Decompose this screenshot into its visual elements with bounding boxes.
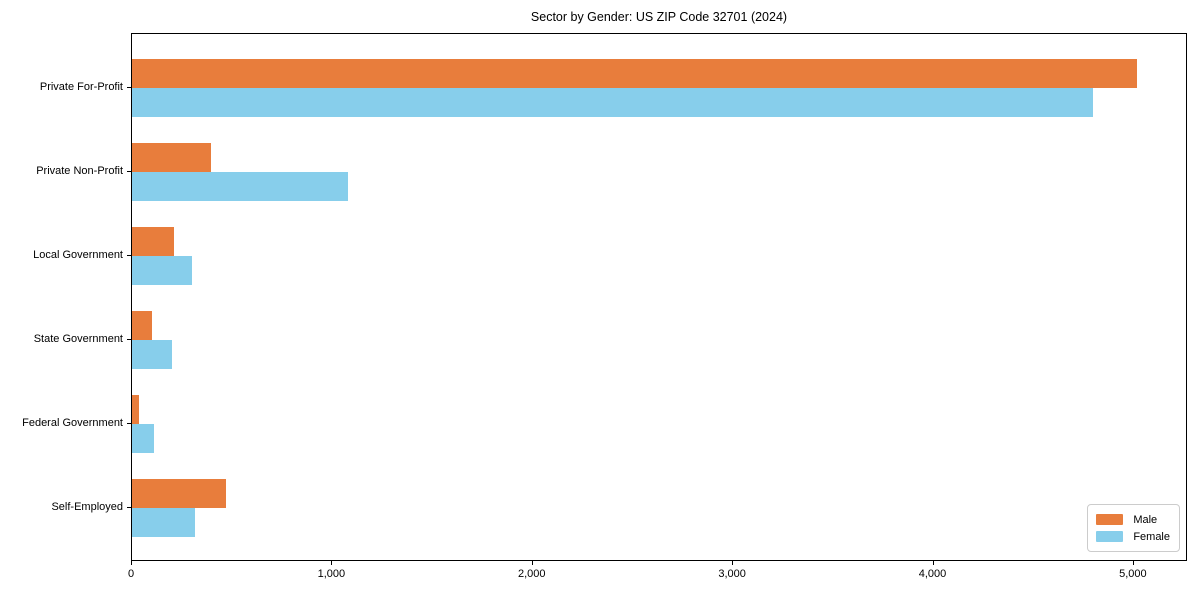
bar-male-private-non-profit bbox=[132, 143, 212, 172]
x-tick-mark bbox=[1132, 561, 1134, 565]
x-tick-label: 2,000 bbox=[517, 568, 546, 580]
legend-label: Female bbox=[1133, 530, 1170, 543]
legend-item-female: Female bbox=[1096, 528, 1170, 545]
plot-area: Male Female bbox=[131, 33, 1187, 561]
x-tick-label: 0 bbox=[127, 568, 135, 580]
x-tick-label: 5,000 bbox=[1119, 568, 1147, 580]
bar-female-state-government bbox=[132, 340, 173, 369]
x-tick-label: 3,000 bbox=[718, 568, 746, 580]
x-tick-mark bbox=[932, 561, 934, 565]
legend-label: Male bbox=[1133, 513, 1158, 526]
bar-male-local-government bbox=[132, 227, 175, 256]
y-tick-mark bbox=[127, 339, 131, 340]
bar-male-self-employed bbox=[132, 479, 227, 508]
y-tick-label: Federal Government bbox=[22, 417, 123, 429]
legend-swatch-male bbox=[1096, 514, 1124, 525]
legend-item-male: Male bbox=[1096, 511, 1170, 528]
y-tick-label: Private For-Profit bbox=[39, 81, 123, 93]
y-tick-mark bbox=[127, 423, 131, 424]
y-tick-label: Local Government bbox=[33, 249, 123, 261]
x-tick-label: 4,000 bbox=[918, 568, 947, 580]
chart-title: Sector by Gender: US ZIP Code 32701 (202… bbox=[530, 10, 788, 24]
x-tick-mark bbox=[131, 561, 132, 565]
y-tick-mark bbox=[127, 87, 131, 88]
x-tick-mark bbox=[732, 561, 734, 565]
y-tick-mark bbox=[127, 171, 131, 172]
y-tick-mark bbox=[127, 507, 131, 508]
y-tick-label: State Government bbox=[33, 333, 123, 345]
x-tick-label: 1,000 bbox=[317, 568, 346, 580]
bar-female-self-employed bbox=[132, 508, 196, 537]
y-tick-mark bbox=[127, 255, 131, 256]
legend-swatch-female bbox=[1096, 531, 1124, 542]
y-tick-label: Self-Employed bbox=[51, 501, 123, 513]
bar-female-private-for-profit bbox=[132, 88, 1093, 117]
bar-male-federal-government bbox=[132, 395, 139, 424]
bar-female-federal-government bbox=[132, 424, 155, 453]
bar-female-local-government bbox=[132, 256, 193, 285]
y-tick-label: Private Non-Profit bbox=[36, 165, 123, 177]
bar-male-private-for-profit bbox=[132, 59, 1137, 88]
x-tick-mark bbox=[331, 561, 333, 565]
bar-female-private-non-profit bbox=[132, 172, 349, 201]
bar-male-state-government bbox=[132, 311, 153, 340]
x-tick-mark bbox=[531, 561, 533, 565]
legend: Male Female bbox=[1087, 504, 1180, 552]
